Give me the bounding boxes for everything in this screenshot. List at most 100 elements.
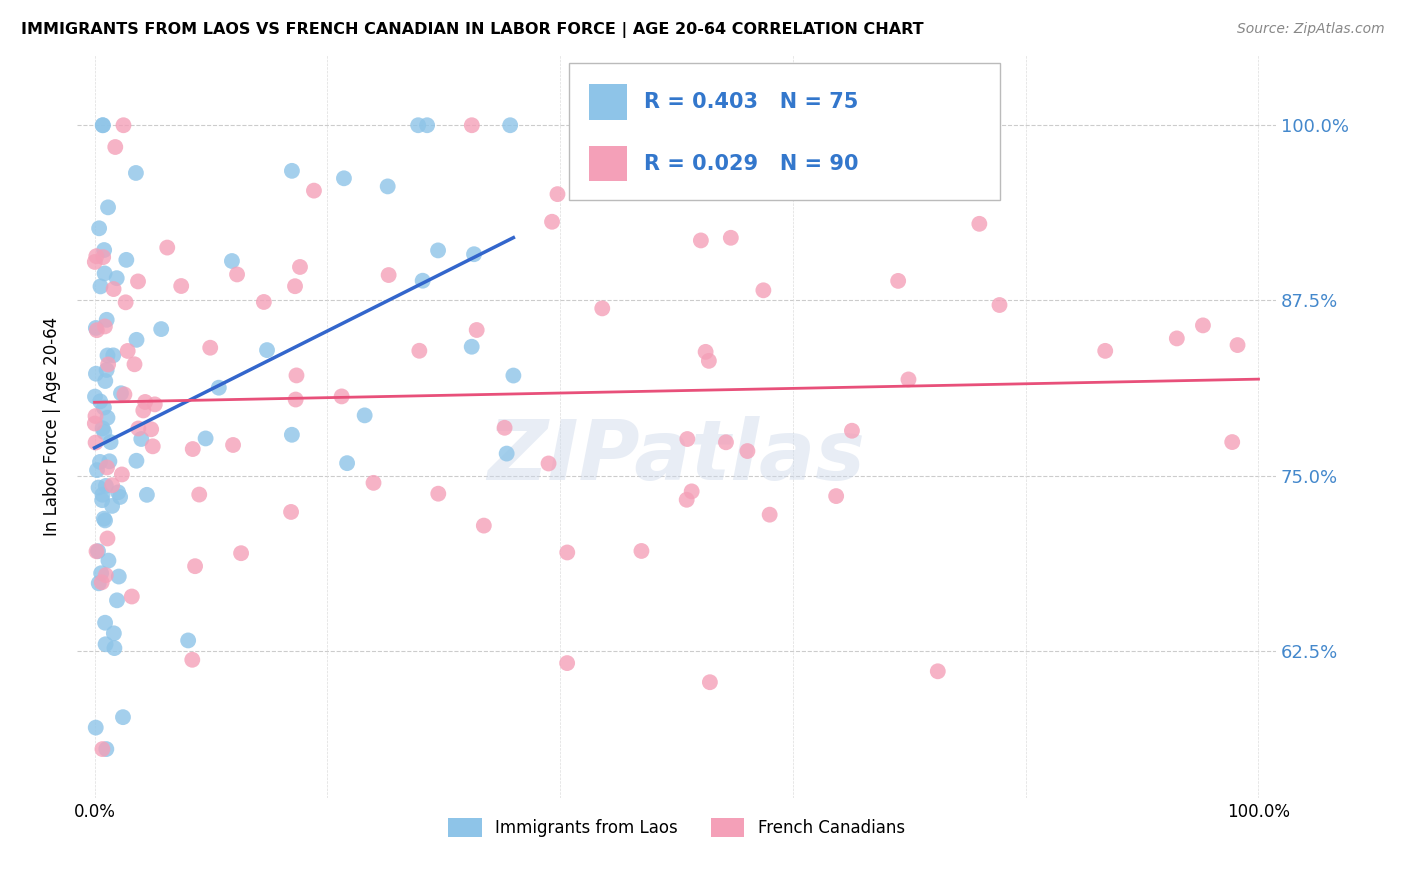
Point [406,118,429,132]
Point [93,266,115,280]
Point [547,187,569,202]
Point [124,357,146,371]
FancyBboxPatch shape [568,62,1000,200]
Point [495,446,517,460]
Point [94,568,117,582]
Point [96,313,118,327]
Point [142,439,165,453]
Point [84,435,107,450]
Point [887,274,910,288]
Point [752,283,775,297]
Point [84,390,107,404]
Point [143,397,166,411]
Point [681,484,703,499]
Point [91,250,114,264]
Point [353,409,375,423]
Point [97,358,120,372]
Point [86,463,108,477]
Point [737,444,759,458]
Point [129,432,152,446]
Point [91,742,114,756]
Point [181,442,204,456]
Point [107,485,129,500]
Point [256,343,278,357]
Point [104,140,127,154]
Point [177,633,200,648]
Text: R = 0.029   N = 90: R = 0.029 N = 90 [644,153,859,174]
Point [499,118,522,132]
Bar [589,84,627,120]
Point [84,721,107,735]
Point [89,394,111,409]
Point [363,475,385,490]
Point [377,268,399,282]
Point [253,295,276,310]
Point [86,323,108,337]
Point [222,438,245,452]
Text: IMMIGRANTS FROM LAOS VS FRENCH CANADIAN IN LABOR FORCE | AGE 20-64 CORRELATION C: IMMIGRANTS FROM LAOS VS FRENCH CANADIAN … [21,22,924,38]
Point [96,532,118,546]
Point [555,545,578,559]
Point [107,569,129,583]
Point [127,275,149,289]
Text: ZIPatlas: ZIPatlas [488,416,866,497]
Point [98,454,121,468]
Point [591,301,613,316]
Point [83,255,105,269]
Point [226,268,249,282]
Point [281,164,304,178]
Point [101,499,124,513]
Point [695,344,717,359]
Point [97,200,120,214]
Point [969,217,991,231]
Point [200,341,222,355]
Point [101,478,124,492]
Point [86,544,108,558]
Point [555,656,578,670]
Point [93,511,115,525]
Point [90,575,112,590]
Y-axis label: In Labor Force | Age 20-64: In Labor Force | Age 20-64 [44,317,60,536]
Point [84,409,107,423]
Point [285,368,308,383]
Point [94,374,117,388]
Point [156,241,179,255]
Point [103,282,125,296]
Point [115,252,138,267]
Point [288,260,311,274]
Point [141,422,163,436]
Point [121,590,143,604]
Point [103,641,125,656]
Point [125,333,148,347]
Point [96,742,118,756]
Point [427,244,450,258]
Point [91,421,114,435]
Point [94,637,117,651]
Point [100,435,122,450]
Point [103,626,125,640]
Point [330,389,353,403]
Point [336,456,359,470]
Point [103,348,125,362]
Point [284,392,307,407]
Text: Source: ZipAtlas.com: Source: ZipAtlas.com [1237,22,1385,37]
Point [697,354,720,368]
Point [91,488,114,502]
Point [127,421,149,435]
Point [841,424,863,438]
Point [333,171,356,186]
Point [117,343,139,358]
Point [125,454,148,468]
Point [96,363,118,377]
Point [105,271,128,285]
Point [94,319,117,334]
Point [377,179,399,194]
Point [91,493,114,508]
Point [1166,331,1188,345]
Point [150,322,173,336]
Point [927,665,949,679]
Point [1226,338,1249,352]
Point [284,279,307,293]
Point [720,231,742,245]
Point [897,372,920,386]
